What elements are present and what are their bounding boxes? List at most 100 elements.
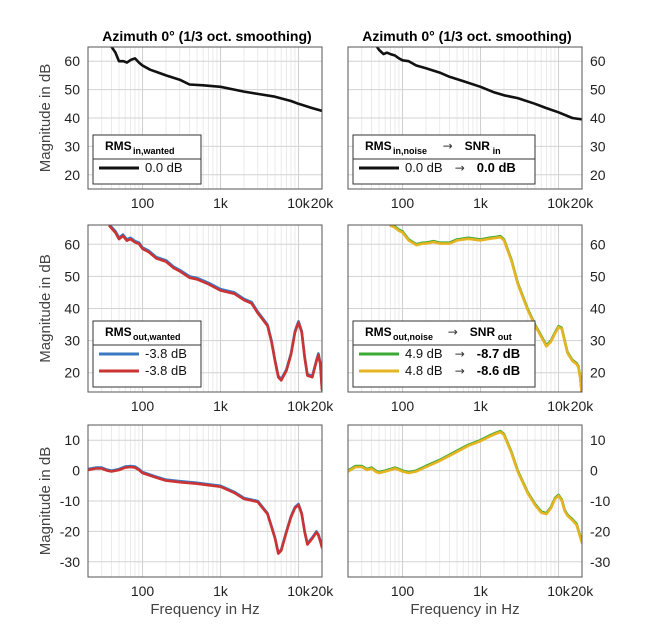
y-tick-label: 40	[590, 301, 606, 317]
x-axis-label: Frequency in Hz	[410, 601, 519, 618]
x-tick-label: 100	[131, 195, 155, 211]
x-tick-label: 1k	[473, 195, 489, 211]
legend-arrow: →	[448, 325, 458, 339]
series-group	[110, 47, 322, 113]
x-tick-label: 10k	[287, 195, 311, 211]
plot-frame	[87, 46, 323, 190]
y-axis-label: Magnitude in dB	[37, 254, 54, 362]
legend: RMS in,noise → SNR in0.0 dB → 0.0 dB	[352, 134, 536, 185]
x-tick-label: 1k	[473, 398, 489, 414]
series-line	[375, 47, 582, 121]
y-tick-label: 40	[590, 110, 606, 126]
y-tick-label: 40	[64, 110, 80, 126]
y-tick-label: -30	[60, 554, 80, 570]
legend-header: RMS	[105, 325, 132, 339]
y-tick-label: 50	[590, 82, 606, 98]
y-tick-label: 20	[64, 365, 80, 381]
series-group	[375, 47, 582, 121]
legend-entry: 4.8 dB	[405, 363, 443, 378]
x-tick-label: 10k	[547, 398, 571, 414]
legend-entry: 0.0 dB	[145, 160, 183, 175]
legend-entry: -3.8 dB	[145, 346, 187, 361]
y-tick-label: 30	[64, 138, 80, 154]
x-tick-label: 1k	[213, 583, 229, 599]
y-tick-label: -20	[590, 523, 610, 539]
series-group	[88, 464, 322, 555]
y-tick-label: 60	[64, 53, 80, 69]
grid	[88, 47, 322, 189]
series-group	[389, 225, 582, 392]
y-tick-label: 60	[590, 236, 606, 252]
plot-frame	[347, 46, 583, 190]
panel-title: Azimuth 0° (1/3 oct. smoothing)	[362, 28, 571, 44]
x-tick-label: 20k	[571, 398, 595, 414]
y-tick-label: 30	[590, 333, 606, 349]
x-tick-label: 10k	[547, 583, 571, 599]
series-line	[108, 225, 322, 392]
x-tick-label: 20k	[311, 398, 335, 414]
series-line	[389, 225, 582, 392]
x-tick-label: 100	[391, 583, 415, 599]
legend-entry: 4.9 dB	[405, 346, 443, 361]
y-tick-label: 60	[590, 53, 606, 69]
panel-p22: 20 30 40 50 60 100 1k 10k 20k RMS out,noise → SNR out…	[347, 224, 606, 414]
legend-header: RMS	[365, 325, 392, 339]
y-tick-label: -30	[590, 554, 610, 570]
panel-title: Azimuth 0° (1/3 oct. smoothing)	[102, 28, 311, 44]
legend-header2: SNR	[465, 139, 491, 153]
legend: RMS in,wanted 0.0 dB	[92, 134, 202, 185]
y-tick-label: 50	[590, 268, 606, 284]
legend-header2: SNR	[470, 325, 496, 339]
y-axis-label: Magnitude in dB	[37, 447, 54, 555]
x-tick-label: 20k	[311, 583, 335, 599]
panel-p32: -30 -20 -10 0 10 100 1k 10k 20k Frequency in Hz	[347, 424, 610, 618]
y-tick-label: -10	[590, 493, 610, 509]
x-tick-label: 10k	[287, 398, 311, 414]
legend-arrow: →	[455, 161, 465, 175]
legend-header2-sub: out	[498, 332, 512, 342]
y-tick-label: 30	[64, 333, 80, 349]
y-tick-label: 50	[64, 268, 80, 284]
y-tick-label: 30	[590, 138, 606, 154]
y-tick-label: 0	[590, 463, 598, 479]
y-tick-label: -20	[60, 523, 80, 539]
x-tick-label: 100	[391, 195, 415, 211]
legend-entry: -3.8 dB	[145, 363, 187, 378]
grid	[88, 425, 322, 577]
series-line	[88, 464, 322, 554]
x-tick-label: 20k	[571, 195, 595, 211]
legend: RMS out,noise → SNR out 4.9 dB → -8.7 dB 4.8 dB →…	[352, 320, 536, 388]
x-axis-label: Frequency in Hz	[150, 601, 259, 618]
plot-frame	[347, 224, 583, 393]
x-tick-label: 20k	[311, 195, 335, 211]
plot-frame	[87, 424, 323, 578]
plot-frame	[347, 424, 583, 578]
series-line	[348, 430, 582, 545]
series-line	[88, 465, 322, 555]
y-tick-label: 20	[590, 365, 606, 381]
legend-header: RMS	[365, 139, 392, 153]
y-tick-label: 20	[64, 167, 80, 183]
y-tick-label: 10	[64, 432, 80, 448]
y-tick-label: 20	[590, 167, 606, 183]
legend-entry-bold: -8.6 dB	[477, 363, 520, 378]
series-line	[110, 47, 322, 113]
series-group	[108, 225, 322, 392]
series-group	[348, 429, 582, 545]
x-tick-label: 1k	[213, 195, 229, 211]
legend-header-sub: out,wanted	[133, 332, 181, 342]
legend-header2-sub: in	[493, 146, 501, 156]
legend-arrow: →	[455, 364, 465, 378]
panel-p31: -30 -20 -10 0 10 100 1k 10k 20k Magnitude in dB Fr…	[37, 424, 335, 618]
y-axis-label: Magnitude in dB	[37, 64, 54, 172]
x-tick-label: 1k	[213, 398, 229, 414]
legend-header-sub: in,noise	[393, 146, 427, 156]
y-tick-label: 10	[590, 432, 606, 448]
legend-entry-bold: 0.0 dB	[477, 160, 516, 175]
y-tick-label: 40	[64, 301, 80, 317]
legend: RMS out,wanted -3.8 dB -3.8 dB	[92, 320, 202, 388]
panel-p21: 20 30 40 50 60 100 1k 10k 20k Magnitude in dB RMS o…	[37, 224, 335, 414]
y-tick-label: 60	[64, 236, 80, 252]
x-tick-label: 100	[131, 398, 155, 414]
legend-entry-bold: -8.7 dB	[477, 346, 520, 361]
